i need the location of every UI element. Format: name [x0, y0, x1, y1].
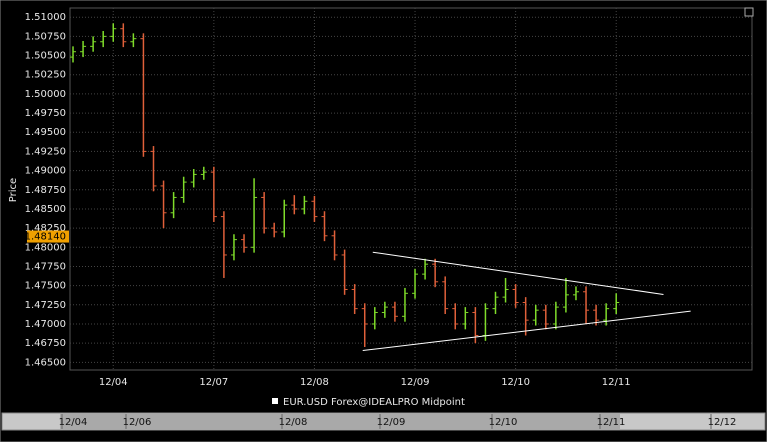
legend-swatch — [272, 398, 278, 404]
x-tick-label: 12/08 — [300, 377, 329, 388]
y-tick-label: 1.49000 — [25, 166, 66, 177]
y-tick-label: 1.49500 — [25, 127, 66, 138]
x-tick-label: 12/11 — [602, 377, 631, 388]
x-tick-label: 12/10 — [501, 377, 530, 388]
trendline — [362, 310, 691, 352]
y-tick-label: 1.48250 — [25, 223, 66, 234]
last-price-box — [27, 230, 69, 243]
legend-text: EUR.USD Forex@IDEALPRO Midpoint — [283, 397, 465, 408]
y-tick-label: 1.49250 — [25, 146, 66, 157]
y-tick-label: 1.48000 — [25, 242, 66, 253]
y-tick-label: 1.48750 — [25, 185, 66, 196]
x-tick-label: 12/07 — [199, 377, 228, 388]
navigator-label: 12/10 — [489, 417, 518, 428]
y-tick-label: 1.49750 — [25, 108, 66, 119]
y-tick-label: 1.47000 — [25, 319, 66, 330]
navigator-label: 12/08 — [279, 417, 308, 428]
trendline — [372, 251, 664, 295]
y-tick-label: 1.51000 — [25, 12, 66, 23]
y-tick-label: 1.50250 — [25, 70, 66, 81]
navigator-window[interactable] — [60, 414, 620, 429]
y-tick-label: 1.50500 — [25, 51, 66, 62]
y-tick-label: 1.47500 — [25, 281, 66, 292]
navigator-label: 12/04 — [59, 417, 88, 428]
navigator-label: 12/11 — [597, 417, 626, 428]
y-axis-label: Price — [8, 178, 19, 202]
y-tick-label: 1.48500 — [25, 204, 66, 215]
y-tick-label: 1.50750 — [25, 31, 66, 42]
y-tick-label: 1.47750 — [25, 261, 66, 272]
y-tick-label: 1.46750 — [25, 338, 66, 349]
corner-button[interactable] — [744, 7, 754, 17]
y-tick-label: 1.46500 — [25, 357, 66, 368]
x-tick-label: 12/04 — [99, 377, 128, 388]
last-price-label: 1.48140 — [25, 232, 66, 243]
navigator-label: 12/12 — [708, 417, 737, 428]
y-tick-label: 1.47250 — [25, 300, 66, 311]
y-tick-label: 1.50000 — [25, 89, 66, 100]
x-tick-label: 12/09 — [401, 377, 430, 388]
navigator-label: 12/06 — [123, 417, 152, 428]
navigator-label: 12/09 — [377, 417, 406, 428]
